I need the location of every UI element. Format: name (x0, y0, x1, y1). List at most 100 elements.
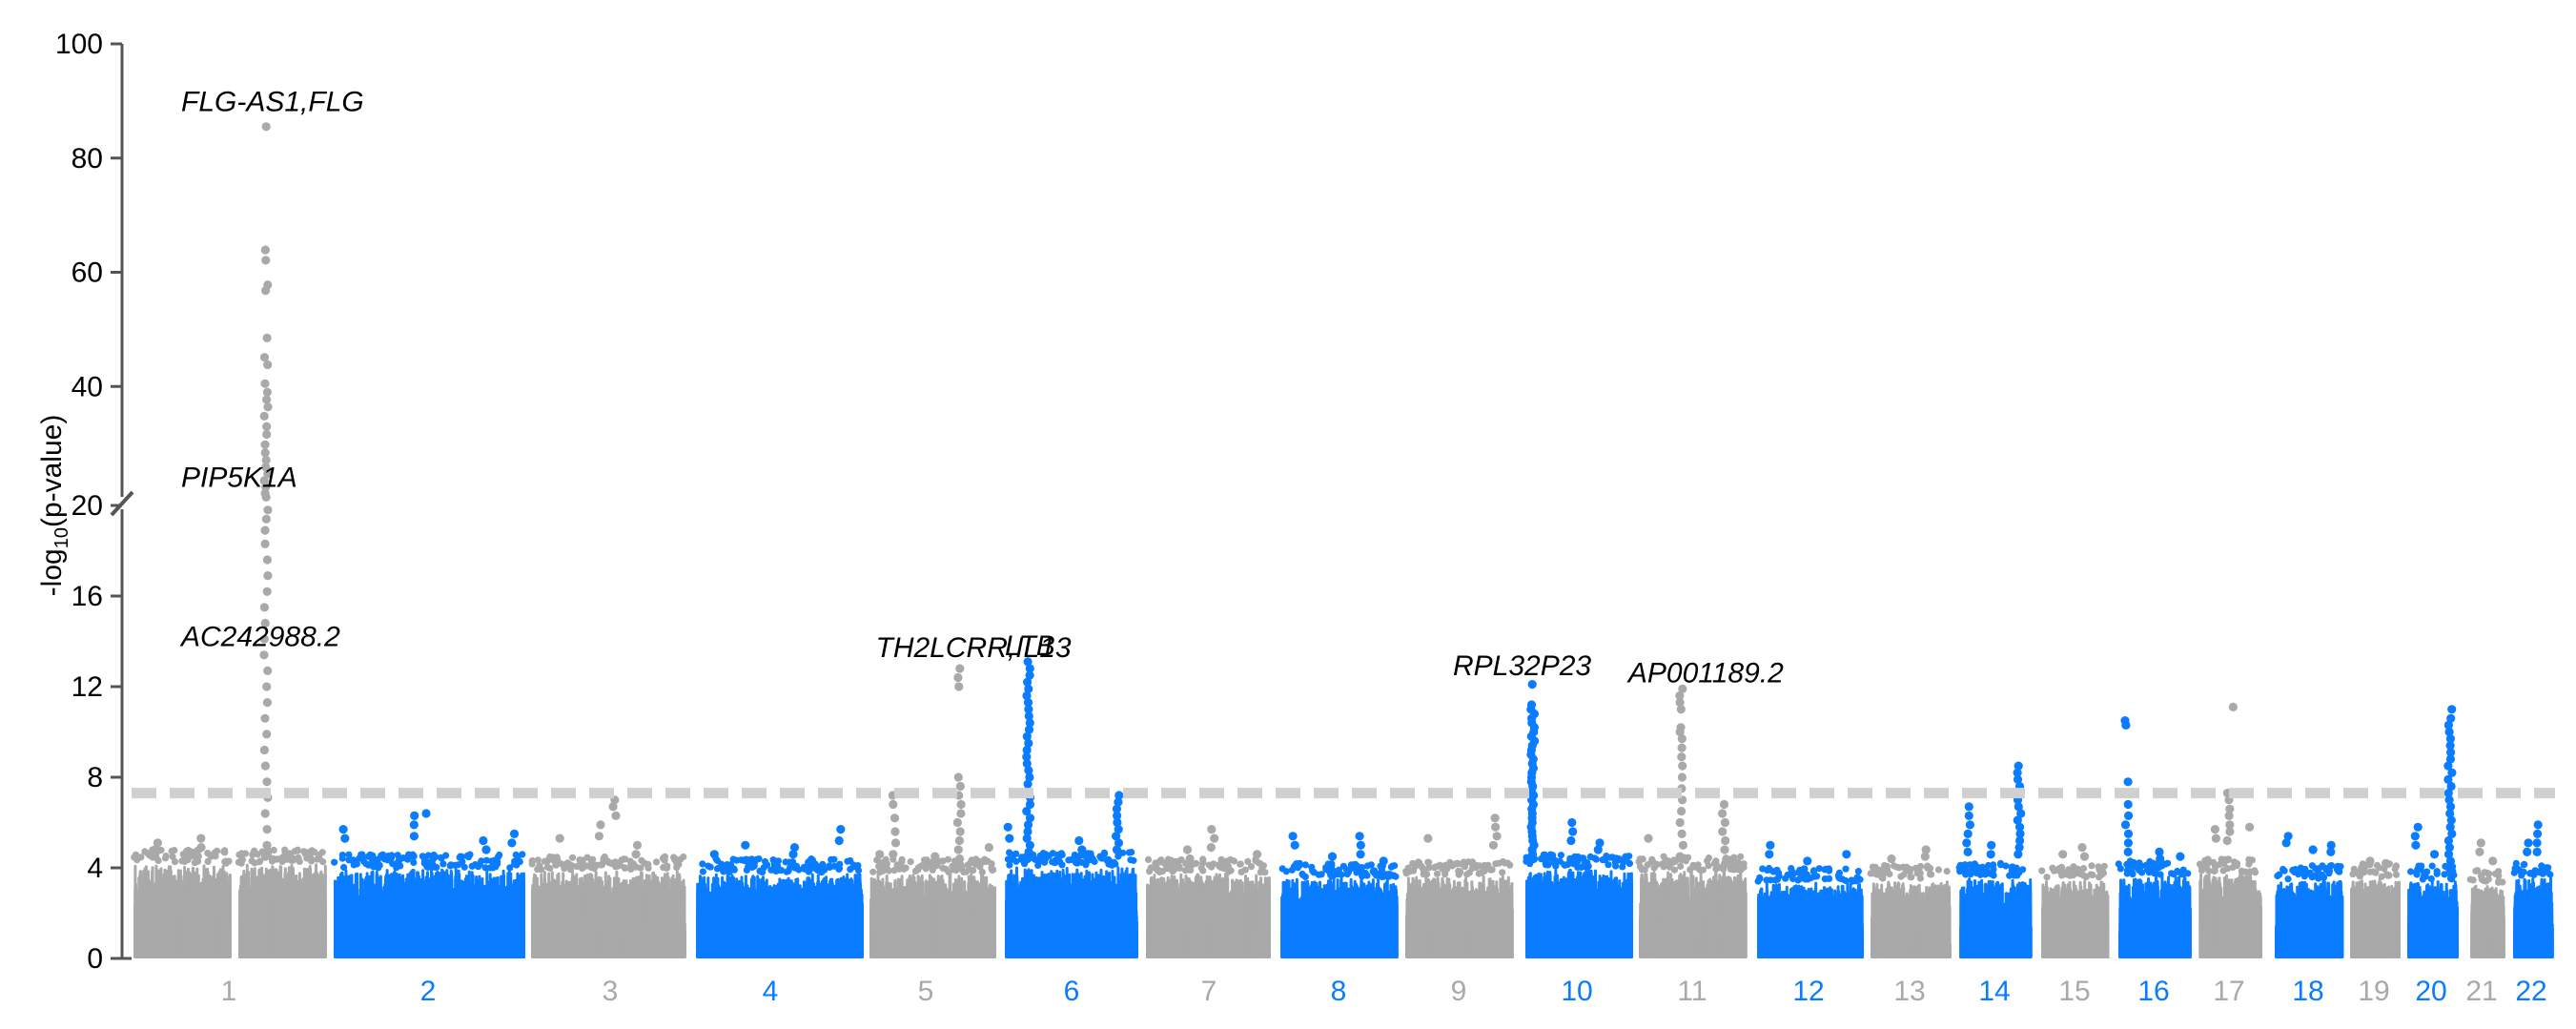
chromosome-20-peak-0-point-2 (2411, 841, 2420, 850)
chromosome-15-peak-1-point-1 (2080, 853, 2089, 861)
chromosome-1-peak-2-point-12 (260, 412, 269, 421)
y-tick-label-0: 0 (87, 943, 103, 975)
x-tick-label-chr9: 9 (1451, 976, 1467, 1007)
x-tick-label-chr14: 14 (1978, 976, 2010, 1007)
chromosome-16-peak-0-point-4 (2124, 800, 2133, 809)
chromosome-20-peak-1-point-0 (2430, 850, 2439, 858)
chromosome-1-peak-2-point-25 (262, 515, 271, 524)
y-tick-label-100: 100 (55, 29, 103, 60)
chromosome-7-peak-1-point-0 (1207, 825, 1216, 833)
chromosome-1-peak-2-point-38 (260, 714, 269, 723)
chromosome-1-peak-2-point-27 (261, 540, 270, 548)
chromosome-1-peak-1-point-0 (196, 834, 205, 843)
chromosome-17-peak-2-point-3 (2225, 812, 2234, 820)
chromosome-14-peak-1-point-0 (1987, 841, 1995, 850)
chromosome-22-points (2511, 820, 2554, 958)
data-points (131, 122, 2554, 958)
y-axis-title-base: -log (36, 548, 68, 596)
y-tick-label-16: 16 (72, 581, 103, 612)
x-tick-label-chr12: 12 (1792, 976, 1824, 1007)
chromosome-16-peak-0-point-9 (2124, 848, 2133, 856)
chromosome-1-peak-2-point-29 (263, 571, 272, 580)
chromosome-4-peak-3-point-1 (835, 836, 844, 845)
chromosome-11-points (1636, 685, 1748, 958)
chromosome-11-peak-1-point-3 (1677, 705, 1686, 713)
x-tick-label-chr2: 2 (420, 976, 437, 1007)
chromosome-14-peak-0-point-5 (1964, 848, 1973, 856)
chromosome-11-peak-1-point-6 (1678, 734, 1687, 743)
chromosome-1-peak-2-point-28 (263, 555, 272, 564)
chromosome-11-peak-1-point-10 (1678, 772, 1687, 781)
chromosome-6-peak-2-point-1 (1077, 845, 1086, 854)
x-tick-label-chr13: 13 (1893, 976, 1925, 1007)
chromosome-4-peak-3-point-0 (836, 825, 845, 833)
chromosome-3-peak-2-point-2 (611, 812, 620, 820)
chromosome-11-peak-1-point-16 (1679, 841, 1687, 850)
chromosome-11-peak-2-point-1 (1718, 809, 1727, 817)
chromosome-19-noise (2349, 860, 2401, 958)
x-tick-label-chr20: 20 (2415, 976, 2446, 1007)
chromosome-5-peak-3-point-4 (956, 782, 965, 791)
chromosome-16-peak-0-point-1 (2121, 721, 2130, 730)
x-tick-label-chr11: 11 (1677, 976, 1707, 1007)
chromosome-16-noise (2116, 857, 2192, 958)
chromosome-8-peak-0-point-0 (1289, 832, 1298, 840)
chromosome-1-peak-2-point-46 (262, 841, 271, 850)
chromosome-16-peak-0-point-6 (2121, 820, 2130, 829)
chromosome-1-noise (131, 846, 327, 958)
chromosome-1-peak-2-point-40 (260, 746, 269, 754)
chromosome-14-peak-0-point-4 (1962, 838, 1971, 847)
chromosome-4-points (696, 825, 864, 958)
chromosome-1-peak-2-point-5 (263, 334, 272, 342)
chromosome-22-peak-1-point-3 (2533, 848, 2542, 856)
chromosome-9-peak-1-point-2 (1493, 832, 1502, 840)
chromosome-15-peak-0-point-0 (2058, 850, 2067, 858)
chromosome-1-peak-2-point-36 (262, 682, 271, 690)
chromosome-9-peak-0-point-0 (1423, 834, 1432, 843)
chromosome-7-noise (1145, 855, 1271, 958)
chromosome-1-peak-2-point-13 (262, 422, 271, 431)
chromosome-20-noise (2407, 863, 2459, 959)
chromosome-2-peak-1-point-0 (410, 812, 419, 820)
chromosome-15-points (2038, 843, 2110, 958)
chromosome-20-peak-0-point-1 (2411, 832, 2420, 840)
annotation-ltb: LTB (1005, 630, 1055, 662)
chromosome-11-peak-1-point-7 (1678, 744, 1687, 752)
chromosome-5-peak-3-point-0 (955, 664, 964, 672)
chromosome-1-peak-2-point-41 (261, 762, 270, 771)
chromosome-1-peak-2-point-0 (262, 122, 271, 131)
chromosome-5-peak-0-point-0 (875, 850, 884, 858)
chromosome-17-peak-0-point-0 (2211, 825, 2219, 833)
chromosome-7-points (1145, 825, 1271, 958)
x-tick-label-chr18: 18 (2292, 976, 2323, 1007)
chromosome-10-points (1523, 680, 1633, 958)
chromosome-1-peak-2-point-4 (261, 286, 270, 295)
chromosome-11-peak-2-point-2 (1721, 818, 1729, 827)
y-tick-label-12: 12 (72, 671, 103, 703)
chromosome-10-peak-0-point-35 (1529, 854, 1538, 863)
chromosome-16-peak-0-point-2 (2124, 777, 2133, 786)
chromosome-1-peak-2-point-26 (261, 526, 270, 535)
chromosome-5-peak-3-point-2 (954, 682, 963, 690)
chromosome-8-peak-2-point-0 (1356, 832, 1364, 840)
chromosome-5-peak-3-point-3 (954, 772, 963, 781)
chromosome-10-noise (1523, 852, 1633, 959)
chromosome-21-points (2467, 838, 2506, 958)
chromosome-6-points (1004, 657, 1138, 958)
chromosome-22-noise (2511, 860, 2554, 958)
y-tick-label-40: 40 (72, 371, 103, 402)
chromosome-14-peak-1-point-1 (1987, 850, 1995, 858)
chromosome-15-peak-1-point-0 (2077, 843, 2086, 852)
chromosome-8-peak-3-point-0 (1380, 856, 1388, 865)
chromosome-7-peak-0-point-1 (1186, 854, 1195, 863)
chromosome-5-peak-3-point-8 (953, 818, 962, 827)
chromosome-5-peak-1-point-4 (891, 838, 900, 847)
chromosome-11-peak-1-point-17 (1676, 853, 1685, 861)
chromosome-6-peak-0-point-0 (1004, 823, 1012, 832)
x-tick-label-chr1: 1 (221, 976, 237, 1007)
chromosome-1-peak-2-point-23 (262, 493, 271, 502)
chromosome-19-peak-1-point-0 (2382, 859, 2390, 868)
